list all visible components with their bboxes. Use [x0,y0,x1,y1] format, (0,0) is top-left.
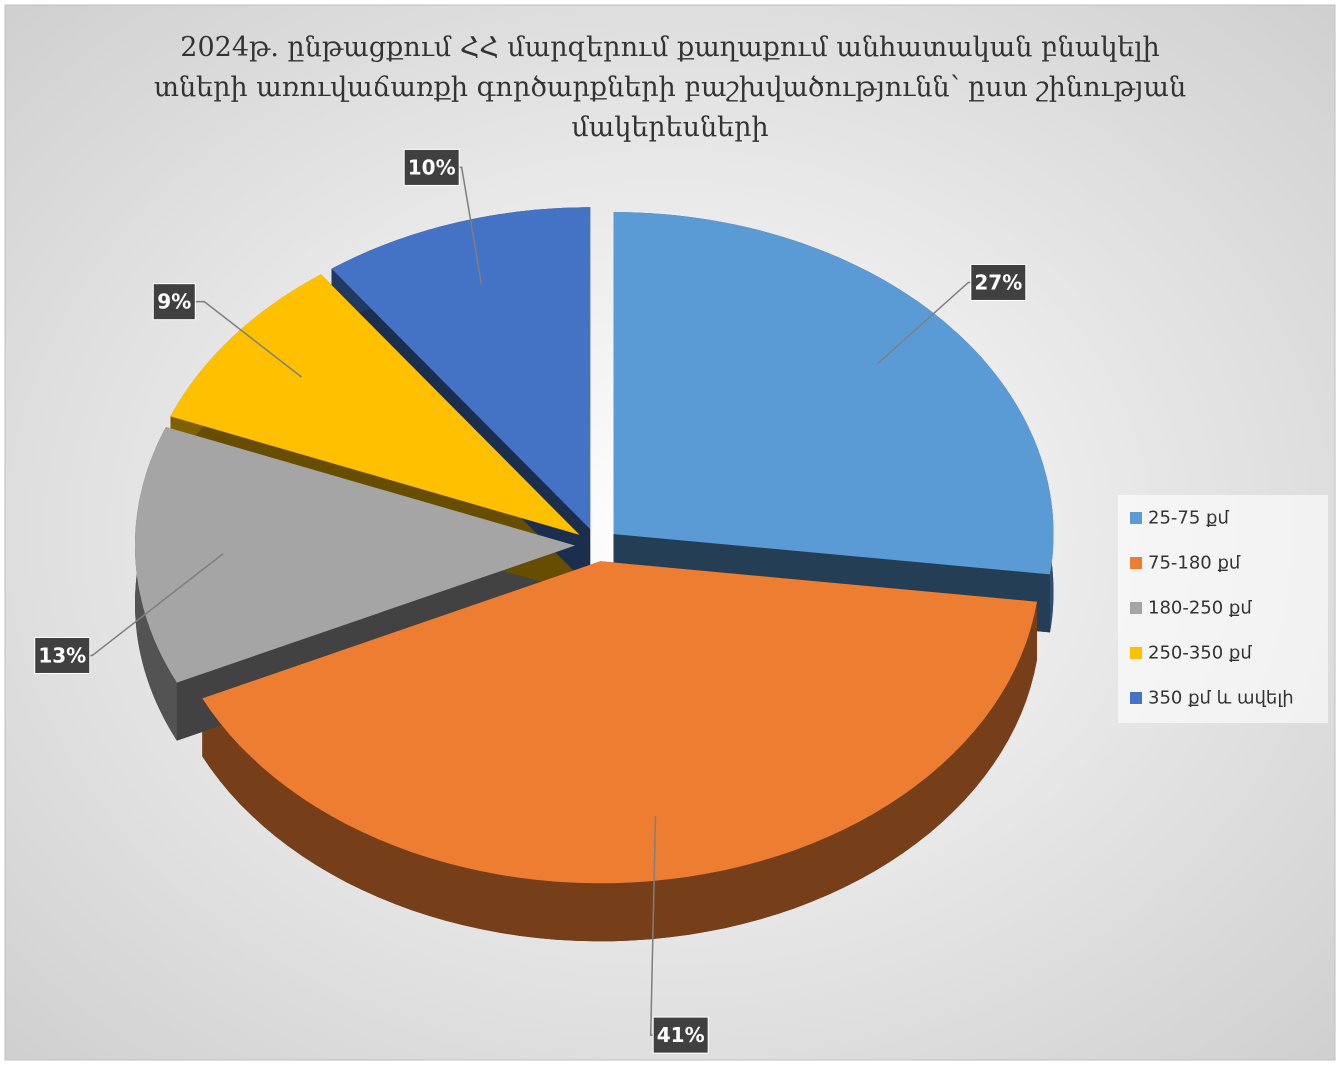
legend-label: 180-250 քմ [1148,598,1252,619]
pie-slice [331,207,591,530]
data-label: 41% [657,1023,705,1047]
legend-swatch [1130,647,1142,659]
data-label-box [403,148,460,186]
data-label: 27% [974,270,1022,294]
data-label: 10% [408,155,456,179]
legend: 25-75 քմ 75-180 քմ 180-250 քմ 250-350 քմ 350… [1130,508,1294,709]
legend-label: 75-180 քմ [1148,553,1241,574]
slice-rim [202,601,1038,942]
pie-slice [170,274,580,535]
legend-label: 250-350 քմ [1148,643,1252,664]
slice-layer [135,207,1054,884]
chart-title: 2024թ. ընթացքում ՀՀ մարզերում քաղաքում ա… [153,32,1187,143]
legend-swatch [1130,512,1142,524]
legend-swatch [1130,692,1142,704]
data-label: 9% [157,290,191,314]
legend-box [1118,495,1328,723]
legend-label: 350 քմ և ավելի [1148,688,1294,709]
pie-slice [202,561,1038,884]
label-layer: 27% 41% 13% 9% 10% [34,148,1027,1054]
legend-swatch [1130,557,1142,569]
pie-slice [613,212,1054,575]
legend-swatch [1130,602,1142,614]
legend-label: 25-75 քմ [1148,508,1229,529]
data-label-box [34,636,91,674]
data-label-box [152,283,196,321]
data-label-box [970,263,1027,301]
data-label: 13% [38,643,86,667]
pie-slice [135,427,575,683]
data-label-box [652,1016,709,1054]
